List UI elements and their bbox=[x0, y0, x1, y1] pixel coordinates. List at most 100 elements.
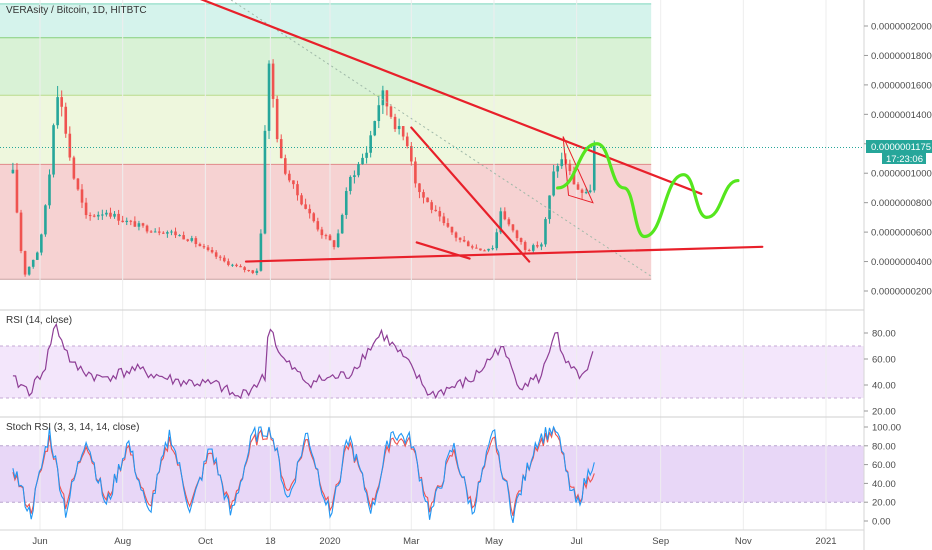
candle-body bbox=[576, 184, 580, 190]
candle-body bbox=[296, 184, 299, 196]
candle-body bbox=[458, 237, 462, 240]
candle-body bbox=[365, 152, 368, 158]
candle-body bbox=[324, 235, 328, 237]
projection-path[interactable] bbox=[556, 142, 740, 239]
falling-wedge-lower[interactable] bbox=[415, 241, 471, 260]
candle-body bbox=[247, 270, 250, 272]
candle-body bbox=[137, 223, 141, 227]
candle-body bbox=[117, 213, 120, 221]
candle-body bbox=[210, 249, 214, 253]
candle-body bbox=[552, 171, 555, 196]
candle-body bbox=[357, 164, 360, 176]
candle-body bbox=[96, 214, 100, 217]
time-tick-label-6: May bbox=[485, 536, 503, 547]
candle-body bbox=[454, 232, 458, 238]
price-tick-label-0: 0.0000002000 bbox=[871, 22, 932, 33]
candle-body bbox=[410, 146, 413, 162]
candle-body bbox=[332, 240, 336, 248]
candle-body bbox=[515, 230, 519, 239]
candle-body bbox=[52, 125, 55, 175]
candle-body bbox=[125, 220, 129, 223]
falling-wedge-upper[interactable] bbox=[410, 126, 531, 263]
time-tick-label-0: Jun bbox=[32, 536, 47, 547]
candle-body bbox=[214, 252, 218, 257]
fib-zone-0 bbox=[0, 3, 652, 38]
candle-body bbox=[369, 135, 372, 153]
candle-body bbox=[377, 105, 381, 122]
descending-trendline[interactable] bbox=[81, 0, 703, 195]
candle-body bbox=[385, 90, 389, 107]
candle-body bbox=[487, 248, 490, 251]
countdown-bg bbox=[882, 153, 926, 164]
candle-body bbox=[105, 212, 108, 215]
candle-body bbox=[479, 248, 482, 251]
candle-body bbox=[133, 221, 137, 227]
price-tick-label-9: 0.0000000200 bbox=[871, 287, 932, 298]
candle-body bbox=[178, 235, 181, 237]
candle-body bbox=[316, 221, 320, 230]
candle-body bbox=[11, 169, 15, 174]
candle-body bbox=[548, 195, 551, 220]
candle-body bbox=[523, 242, 527, 250]
candle-body bbox=[157, 231, 161, 233]
candle-body bbox=[239, 266, 242, 268]
candle-body bbox=[584, 192, 588, 194]
stoch-tick-label-1: 80.00 bbox=[872, 441, 896, 452]
candle-body bbox=[76, 178, 80, 190]
candle-body bbox=[519, 238, 523, 243]
price-tick-label-5: 0.0000001000 bbox=[871, 169, 932, 180]
candle-body bbox=[243, 267, 246, 271]
candle-body bbox=[434, 209, 438, 212]
candle-body bbox=[540, 244, 543, 247]
candle-body bbox=[235, 264, 238, 267]
candle-body bbox=[149, 231, 153, 233]
rsi-pane-background bbox=[0, 345, 864, 399]
chart-title: VERAsity / Bitcoin, 1D, HITBTC bbox=[6, 5, 147, 16]
candle-body bbox=[466, 241, 470, 247]
candle-body bbox=[304, 204, 307, 209]
stoch-tick-label-4: 20.00 bbox=[872, 498, 896, 509]
stoch-tick-label-2: 60.00 bbox=[872, 460, 896, 471]
candle-body bbox=[531, 245, 535, 251]
price-scale-ticks: 0.0000002000 0.0000001800 0.0000001600 0.00… bbox=[864, 22, 932, 528]
candle-body bbox=[353, 175, 356, 177]
candle-body bbox=[491, 248, 494, 250]
candle-body bbox=[283, 158, 287, 174]
candle-body bbox=[186, 239, 190, 241]
candle-body bbox=[198, 244, 202, 247]
candle-body bbox=[349, 176, 352, 192]
support-line[interactable] bbox=[244, 245, 764, 263]
candle-body bbox=[580, 189, 584, 193]
candle-body bbox=[336, 233, 340, 248]
stoch-k-line bbox=[12, 425, 595, 524]
time-tick-label-5: Mar bbox=[403, 536, 419, 547]
candle-body bbox=[397, 126, 401, 130]
time-tick-label-3: 18 bbox=[265, 536, 276, 547]
stoch-d-line bbox=[12, 426, 595, 517]
candle-body bbox=[462, 239, 466, 242]
candlestick-series bbox=[11, 59, 596, 277]
time-axis[interactable]: Jun Aug Oct 18 2020 Mar May Jul Sep Nov 2021 bbox=[0, 529, 864, 547]
stoch-band bbox=[0, 445, 864, 503]
candle-body bbox=[527, 249, 531, 251]
candle-body bbox=[194, 238, 198, 245]
candle-body bbox=[31, 259, 35, 267]
candle-body bbox=[422, 192, 425, 198]
price-tick-label-1: 0.0000001800 bbox=[871, 51, 932, 62]
candle-body bbox=[48, 174, 51, 206]
rsi-tick-label-0: 80.00 bbox=[872, 329, 896, 340]
candle-body bbox=[56, 97, 59, 126]
candle-body bbox=[64, 106, 68, 134]
candle-body bbox=[141, 223, 145, 226]
stoch-tick-label-3: 40.00 bbox=[872, 479, 896, 490]
flag-pattern[interactable] bbox=[562, 136, 594, 204]
fib-zone-2 bbox=[0, 95, 652, 165]
price-scale[interactable]: 0.0000002000 0.0000001800 0.0000001600 0.00… bbox=[863, 0, 932, 550]
drawing-overlays bbox=[0, 0, 864, 277]
rsi-band bbox=[0, 346, 864, 398]
candle-body bbox=[373, 121, 377, 136]
candle-body bbox=[166, 232, 169, 234]
candle-body bbox=[426, 197, 429, 203]
price-tick-label-3: 0.0000001400 bbox=[871, 110, 932, 121]
